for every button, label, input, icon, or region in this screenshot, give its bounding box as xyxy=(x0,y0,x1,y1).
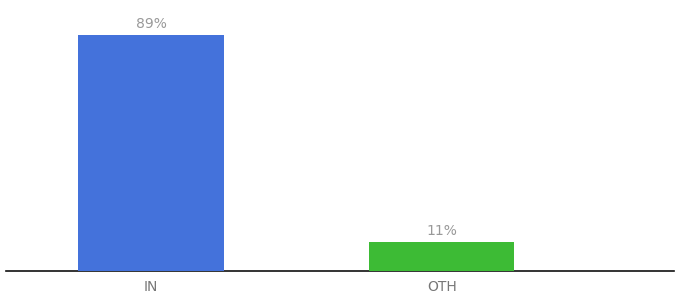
Text: 11%: 11% xyxy=(426,224,457,238)
Text: 89%: 89% xyxy=(135,17,167,31)
Bar xyxy=(369,242,515,271)
Bar xyxy=(78,35,224,271)
